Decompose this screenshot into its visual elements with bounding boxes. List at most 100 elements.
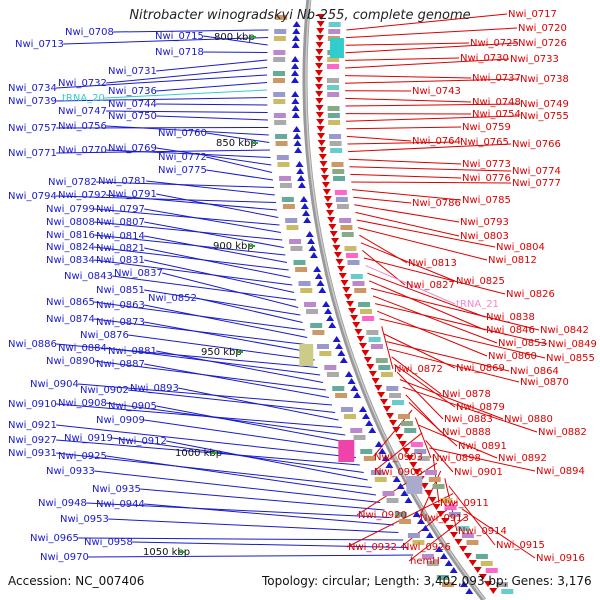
reverse-gene-arrow [315,105,324,111]
forward-gene-label: Nwi_0771 [8,148,57,159]
left-leader-line [94,221,283,241]
cog-block [327,85,340,90]
forward-gene-arrow [297,175,306,181]
cog-block-large [329,38,344,58]
right-leader-line [345,97,472,103]
left-leader-line [144,221,284,248]
reverse-gene-arrow [318,147,327,153]
backbone-highlight [305,0,486,600]
cog-block [327,92,340,97]
cog-block [277,162,290,167]
forward-gene-arrow [435,546,444,552]
right-leader-line [367,272,486,318]
forward-gene-arrow [291,91,300,97]
reverse-gene-arrow [454,539,463,545]
reverse-gene-arrow [356,336,365,342]
right-leader-line [425,440,454,473]
reverse-gene-arrow [329,231,338,237]
forward-gene-arrow [295,161,304,167]
right-leader-line [355,211,460,237]
forward-gene-arrow [291,112,300,118]
right-leader-line [360,242,456,282]
cog-block [350,428,363,433]
cog-block [407,533,420,538]
trna-label: tRNA_20 [62,93,105,104]
reverse-gene-label: Nwi_0804 [496,242,545,253]
reverse-gene-label: Nwi_0759 [462,122,511,133]
cog-block [341,232,354,237]
gene-features [273,14,514,594]
forward-gene-label: Nwi_0965 [30,533,79,544]
forward-gene-arrow [326,315,335,321]
reverse-gene-label: Nwi_0869 [456,363,505,374]
reverse-gene-arrow [316,126,325,132]
forward-gene-arrow [307,238,316,244]
forward-gene-label: Nwi_0865 [46,297,95,308]
forward-gene-arrow [294,147,303,153]
left-leader-line [106,455,377,496]
cog-block [327,106,340,111]
reverse-gene-label: Nwi_0754 [472,109,521,120]
left-leader-line [106,110,268,113]
right-leader-line [377,310,488,357]
right-leader-line [372,432,423,473]
reverse-gene-arrow [315,112,324,118]
forward-gene-label: Nwi_0775 [158,165,207,176]
reverse-gene-arrow [315,91,324,97]
cog-block [362,316,375,321]
forward-gene-label: Nwi_0718 [155,47,204,58]
reverse-gene-arrow [389,420,398,426]
reverse-gene-arrow [328,224,337,230]
right-leader-line [444,478,458,532]
cog-block [466,540,479,545]
cog-block [330,148,343,153]
left-leader-line [86,502,390,518]
right-leader-line [349,166,512,172]
reverse-gene-arrow [352,322,361,328]
reverse-gene-arrow [366,364,375,370]
reverse-gene-arrow [319,161,328,167]
forward-gene-label: Nwi_0953 [60,514,109,525]
cog-block-large [338,440,355,462]
reverse-gene-arrow [316,119,325,125]
forward-gene-label: Nwi_0750 [108,111,157,122]
forward-gene-arrow [293,140,302,146]
cog-block [279,176,292,181]
cog-block [274,120,287,125]
cog-block [332,386,345,391]
cog-block [457,526,470,531]
right-leader-line [381,326,394,370]
left-leader-line [56,424,357,458]
scale-tick [250,36,256,38]
reverse-gene-label: Nwi_0915 [496,540,545,551]
reverse-gene-label: Nwi_0777 [512,178,561,189]
cog-block [382,491,395,496]
reverse-gene-arrow [361,350,370,356]
cog-block [312,330,325,335]
cog-block [275,15,288,20]
reverse-gene-label: Nwi_0738 [520,74,569,85]
reverse-gene-label: Nwi_0748 [472,97,521,108]
left-leader-line [144,363,330,398]
reverse-gene-arrow [484,581,492,587]
left-leader-line [144,208,281,233]
scale-tick [179,551,185,553]
forward-gene-arrow [449,567,458,573]
reverse-gene-arrow [332,245,341,251]
left-leader-line [196,297,303,323]
reverse-gene-label: Nwi_0882 [538,427,587,438]
reverse-gene-arrow [342,287,351,293]
right-leader-line [394,363,456,408]
forward-gene-arrow [439,553,448,559]
forward-gene-label: Nwi_0797 [96,204,145,215]
scale-labels: 800 kbp 850 kbp 900 kbp 950 kbp 1000 kbp 1050… [143,32,258,558]
right-leader-line [350,173,462,179]
reverse-gene-arrow [463,553,472,559]
reverse-gene-arrow [315,84,324,90]
forward-gene-label: Nwi_0919 [64,433,113,444]
forward-gene-arrow [425,532,434,538]
cog-block [332,169,345,174]
forward-gene-arrow [291,105,300,111]
forward-gene-label: Nwi_0769 [108,143,157,154]
cog-block [444,505,457,510]
